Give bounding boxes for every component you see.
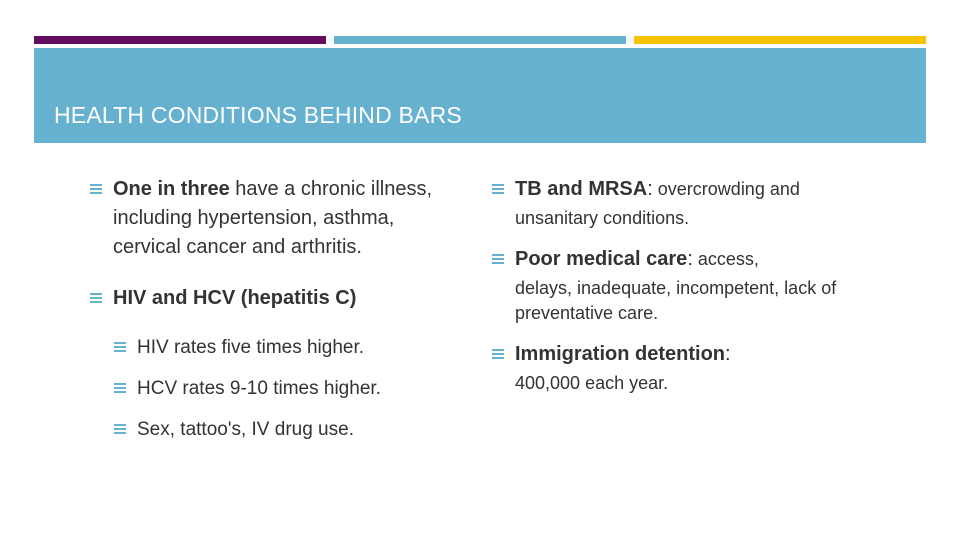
- bullet-hiv-hcv: HIV and HCV (hepatitis C): [90, 284, 460, 313]
- bullet-text: have a chronic illness, including hypert…: [113, 178, 433, 258]
- list-bullet-icon: [114, 342, 126, 353]
- bullet-continuation: unsanitary conditions.: [515, 208, 690, 228]
- sub-bullet-text: Sex, tattoo's, IV drug use.: [137, 419, 354, 440]
- title-band: HEALTH CONDITIONS BEHIND BARS: [34, 48, 926, 143]
- sub-bullet-hcv-rates: HCV rates 9-10 times higher.: [114, 374, 460, 403]
- list-bullet-icon: [90, 184, 102, 195]
- list-bullet-icon: [90, 293, 102, 304]
- left-column: One in three have a chronic illness, inc…: [90, 175, 460, 444]
- bullet-text: access,: [692, 249, 759, 269]
- list-bullet-icon: [492, 184, 504, 195]
- list-bullet-icon: [492, 254, 504, 265]
- list-bullet-icon: [492, 349, 504, 360]
- accent-bar-blue: [334, 36, 626, 44]
- sub-bullet-text: HIV rates five times higher.: [137, 337, 365, 358]
- bullet-lead: TB and MRSA: [515, 178, 648, 200]
- bullet-colon: :: [725, 343, 731, 365]
- bullet-lead: Immigration detention: [515, 343, 725, 365]
- right-column: TB and MRSA: overcrowding and unsanitary…: [492, 175, 872, 396]
- list-bullet-icon: [114, 383, 126, 394]
- bullet-colon: :: [687, 248, 693, 270]
- bullet-continuation: delays, inadequate, incompetent, lack of…: [515, 278, 837, 323]
- bullet-one-in-three: One in three have a chronic illness, inc…: [90, 175, 460, 262]
- bullet-lead: HIV and HCV (hepatitis C): [113, 287, 357, 309]
- list-bullet-icon: [114, 424, 126, 435]
- bullet-continuation: 400,000 each year.: [515, 373, 669, 393]
- bullet-lead: Poor medical care: [515, 248, 688, 270]
- bullet-colon: :: [647, 178, 653, 200]
- bullet-poor-medical-care: Poor medical care: access, delays, inade…: [492, 245, 872, 326]
- sub-bullet-text: HCV rates 9-10 times higher.: [137, 378, 381, 399]
- bullet-immigration-detention: Immigration detention: 400,000 each year…: [492, 340, 872, 396]
- sub-bullet-transmission: Sex, tattoo's, IV drug use.: [114, 415, 460, 444]
- bullet-lead: One in three: [113, 178, 230, 200]
- slide-title: HEALTH CONDITIONS BEHIND BARS: [54, 102, 462, 128]
- accent-bar-purple: [34, 36, 326, 44]
- sub-bullet-hiv-rates: HIV rates five times higher.: [114, 333, 460, 362]
- bullet-tb-mrsa: TB and MRSA: overcrowding and unsanitary…: [492, 175, 872, 231]
- accent-bar-yellow: [634, 36, 926, 44]
- bullet-text: overcrowding and: [652, 179, 800, 199]
